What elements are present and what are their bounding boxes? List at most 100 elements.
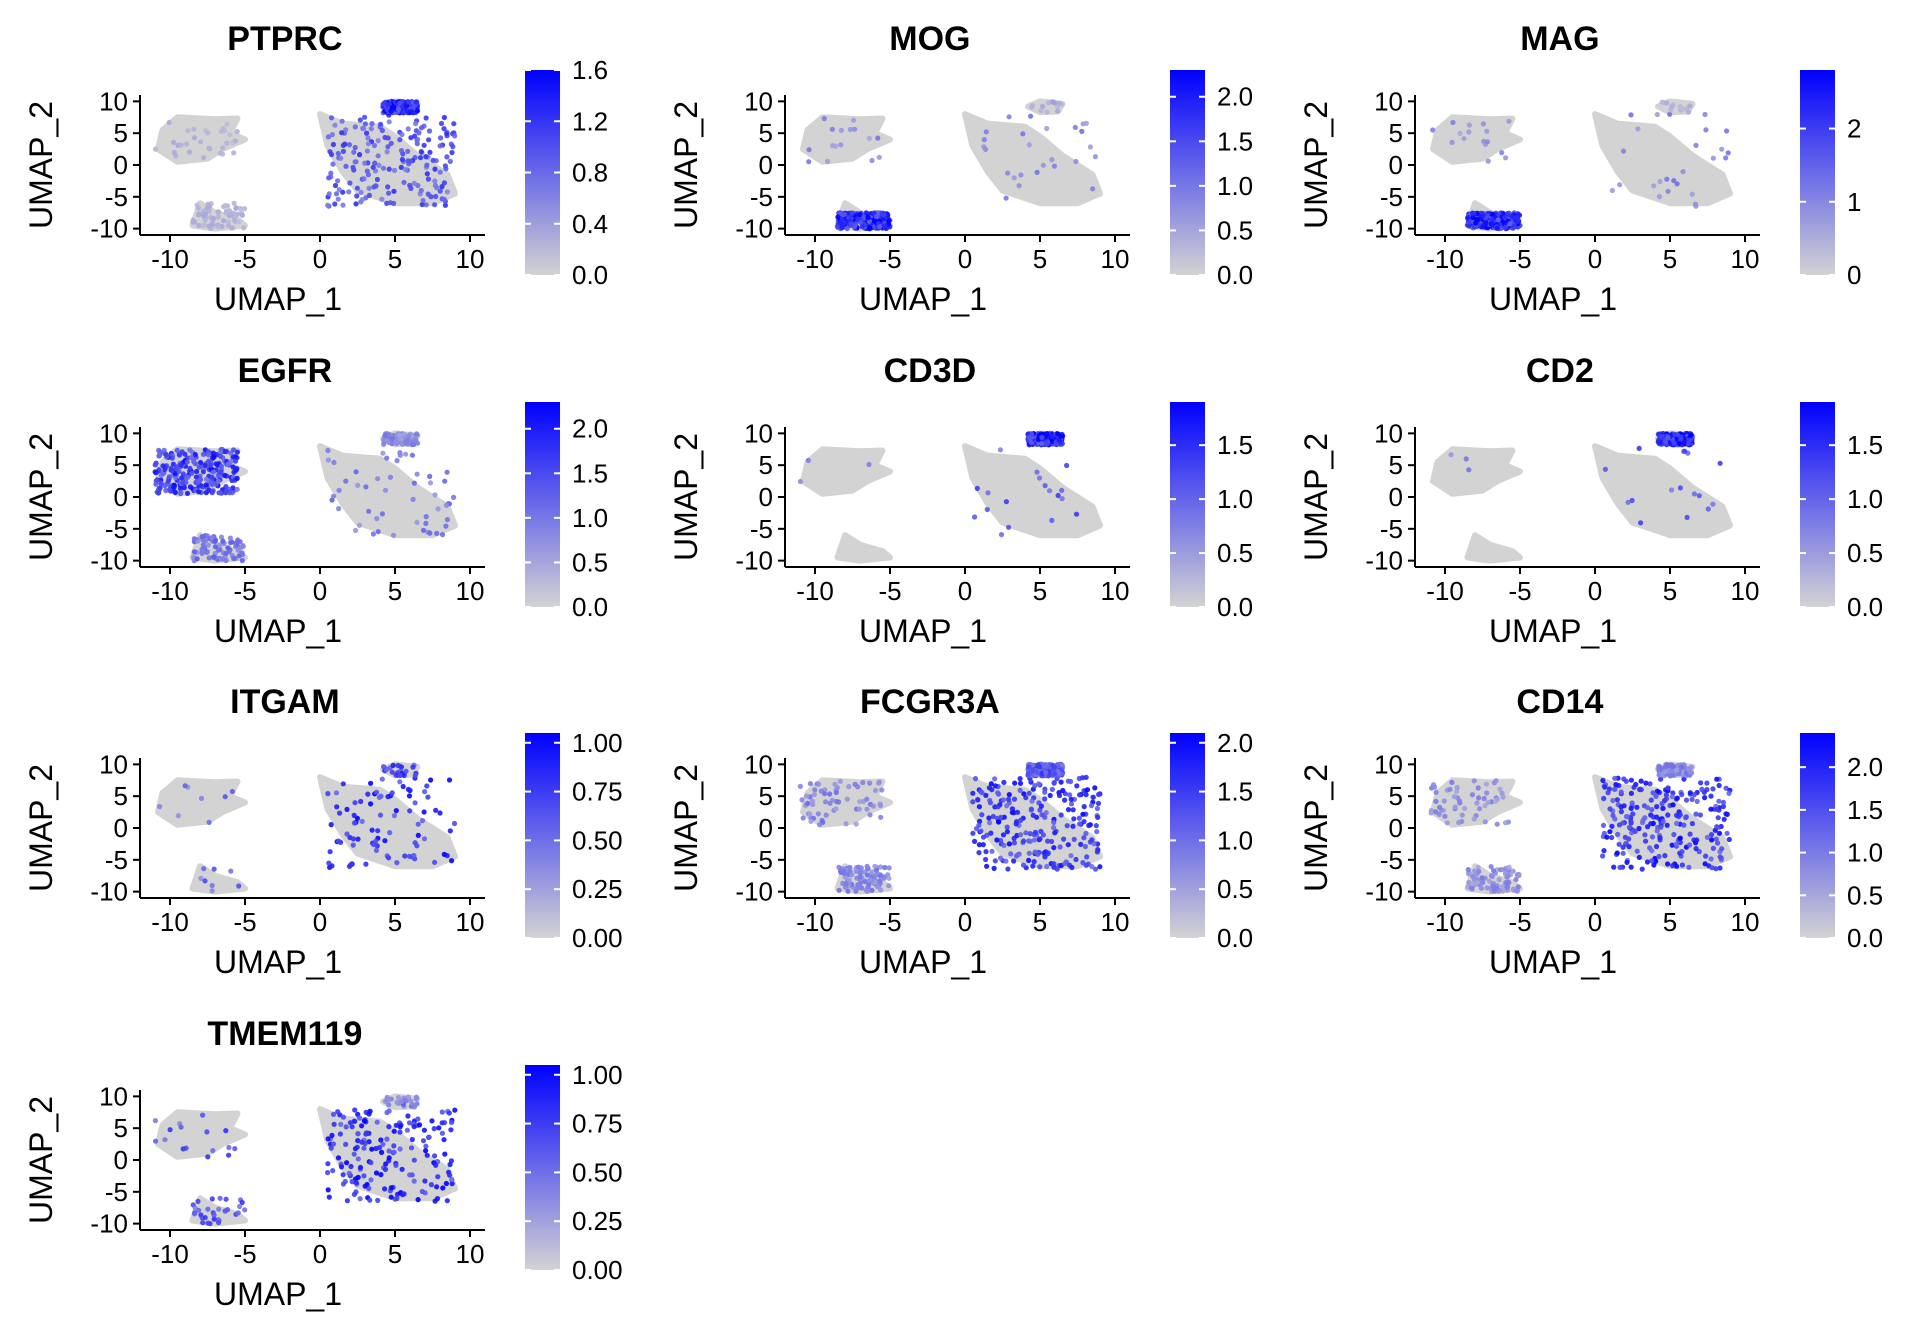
cell-point	[405, 148, 411, 154]
cell-point	[328, 115, 335, 121]
y-tick-label: -10	[735, 214, 773, 244]
cell-point	[1078, 841, 1084, 848]
cell-point	[202, 462, 208, 468]
cell-point	[390, 762, 396, 769]
cell-point	[432, 178, 438, 184]
cell-point	[155, 490, 162, 496]
cell-point	[876, 879, 883, 885]
cell-point	[391, 1149, 397, 1155]
cell-point	[1061, 836, 1067, 842]
cell-point	[447, 158, 453, 164]
cell-point	[339, 130, 345, 136]
cell-point	[1051, 861, 1057, 867]
cell-point	[236, 883, 242, 889]
cell-point	[1466, 122, 1472, 128]
cell-point	[449, 149, 455, 156]
cell-point	[1657, 766, 1664, 773]
x-tick-label: 5	[388, 907, 402, 937]
cell-point	[223, 488, 229, 494]
cell-point	[416, 1122, 423, 1128]
cell-point	[1496, 877, 1502, 883]
cell-point	[363, 861, 369, 867]
colorbar	[1170, 402, 1205, 607]
colorbar-tick-label: 0.5	[1217, 538, 1253, 568]
y-tick-label: -10	[735, 877, 773, 907]
colorbar-tick-label: 0.0	[1847, 592, 1883, 622]
cell-point	[375, 138, 381, 144]
cell-point	[378, 1137, 384, 1143]
cell-point	[367, 1108, 373, 1114]
cell-point	[1476, 795, 1482, 801]
colorbar-tick-label: 1.0	[1847, 838, 1883, 868]
cell-point	[983, 792, 989, 799]
cell-point	[330, 161, 336, 167]
cell-point	[1087, 144, 1093, 150]
cell-point	[235, 1210, 241, 1216]
colorbar-tick-label: 0.75	[572, 777, 623, 807]
cell-point	[353, 527, 359, 534]
cell-point	[167, 1127, 173, 1133]
cell-point	[442, 202, 448, 208]
cell-point	[850, 117, 857, 123]
cell-point	[223, 557, 229, 564]
cell-point	[1071, 836, 1077, 843]
cell-point	[1011, 796, 1018, 802]
cell-point	[1481, 795, 1487, 802]
colorbar-tick-label: 0.0	[572, 592, 608, 622]
cell-point	[1493, 885, 1499, 891]
cell-point	[223, 1196, 229, 1202]
cell-point	[340, 202, 346, 208]
cell-point	[328, 170, 334, 176]
cell-point	[1620, 148, 1627, 154]
cell-point	[422, 1178, 428, 1184]
cell-point	[1628, 112, 1634, 118]
cell-point	[869, 157, 875, 164]
cell-point	[1000, 832, 1007, 838]
cell-point	[374, 1119, 380, 1125]
cell-point	[1037, 764, 1043, 770]
cell-point	[162, 1137, 168, 1143]
cell-point	[807, 781, 814, 787]
cell-point	[393, 1162, 399, 1168]
cell-cluster-base	[1430, 114, 1523, 165]
cell-point	[415, 821, 421, 827]
x-tick-label: 10	[456, 244, 485, 274]
cell-point	[1465, 215, 1471, 221]
cell-point	[420, 197, 426, 204]
y-tick-label: 10	[1374, 749, 1403, 779]
cell-point	[988, 781, 994, 787]
cell-point	[979, 790, 985, 796]
cell-point	[1001, 842, 1007, 849]
cell-point	[373, 847, 379, 854]
cell-point	[1038, 108, 1044, 114]
cell-point	[335, 1155, 342, 1161]
cell-point	[172, 489, 178, 495]
cell-point	[224, 140, 230, 146]
y-tick-label: 0	[759, 150, 773, 180]
cell-point	[443, 502, 449, 508]
cell-point	[398, 164, 404, 170]
cell-point	[178, 142, 184, 148]
cell-point	[340, 148, 346, 154]
cell-point	[218, 449, 224, 455]
y-tick-label: -10	[90, 877, 128, 907]
cell-point	[845, 888, 851, 894]
cell-point	[1679, 849, 1685, 855]
cell-point	[444, 469, 450, 475]
cell-point	[1618, 809, 1624, 815]
y-tick-label: -5	[750, 514, 773, 544]
cell-point	[1428, 807, 1434, 814]
cell-point	[1051, 819, 1057, 826]
cell-point	[187, 465, 193, 471]
cell-point	[332, 122, 338, 128]
cell-point	[433, 1162, 439, 1168]
cell-point	[379, 127, 385, 134]
cell-point	[1021, 791, 1027, 797]
cell-point	[328, 822, 334, 828]
cell-point	[327, 849, 333, 855]
cell-point	[220, 538, 226, 544]
cell-point	[1703, 853, 1709, 859]
cell-point	[1094, 805, 1100, 812]
cell-point	[239, 557, 245, 564]
cell-point	[817, 822, 823, 828]
